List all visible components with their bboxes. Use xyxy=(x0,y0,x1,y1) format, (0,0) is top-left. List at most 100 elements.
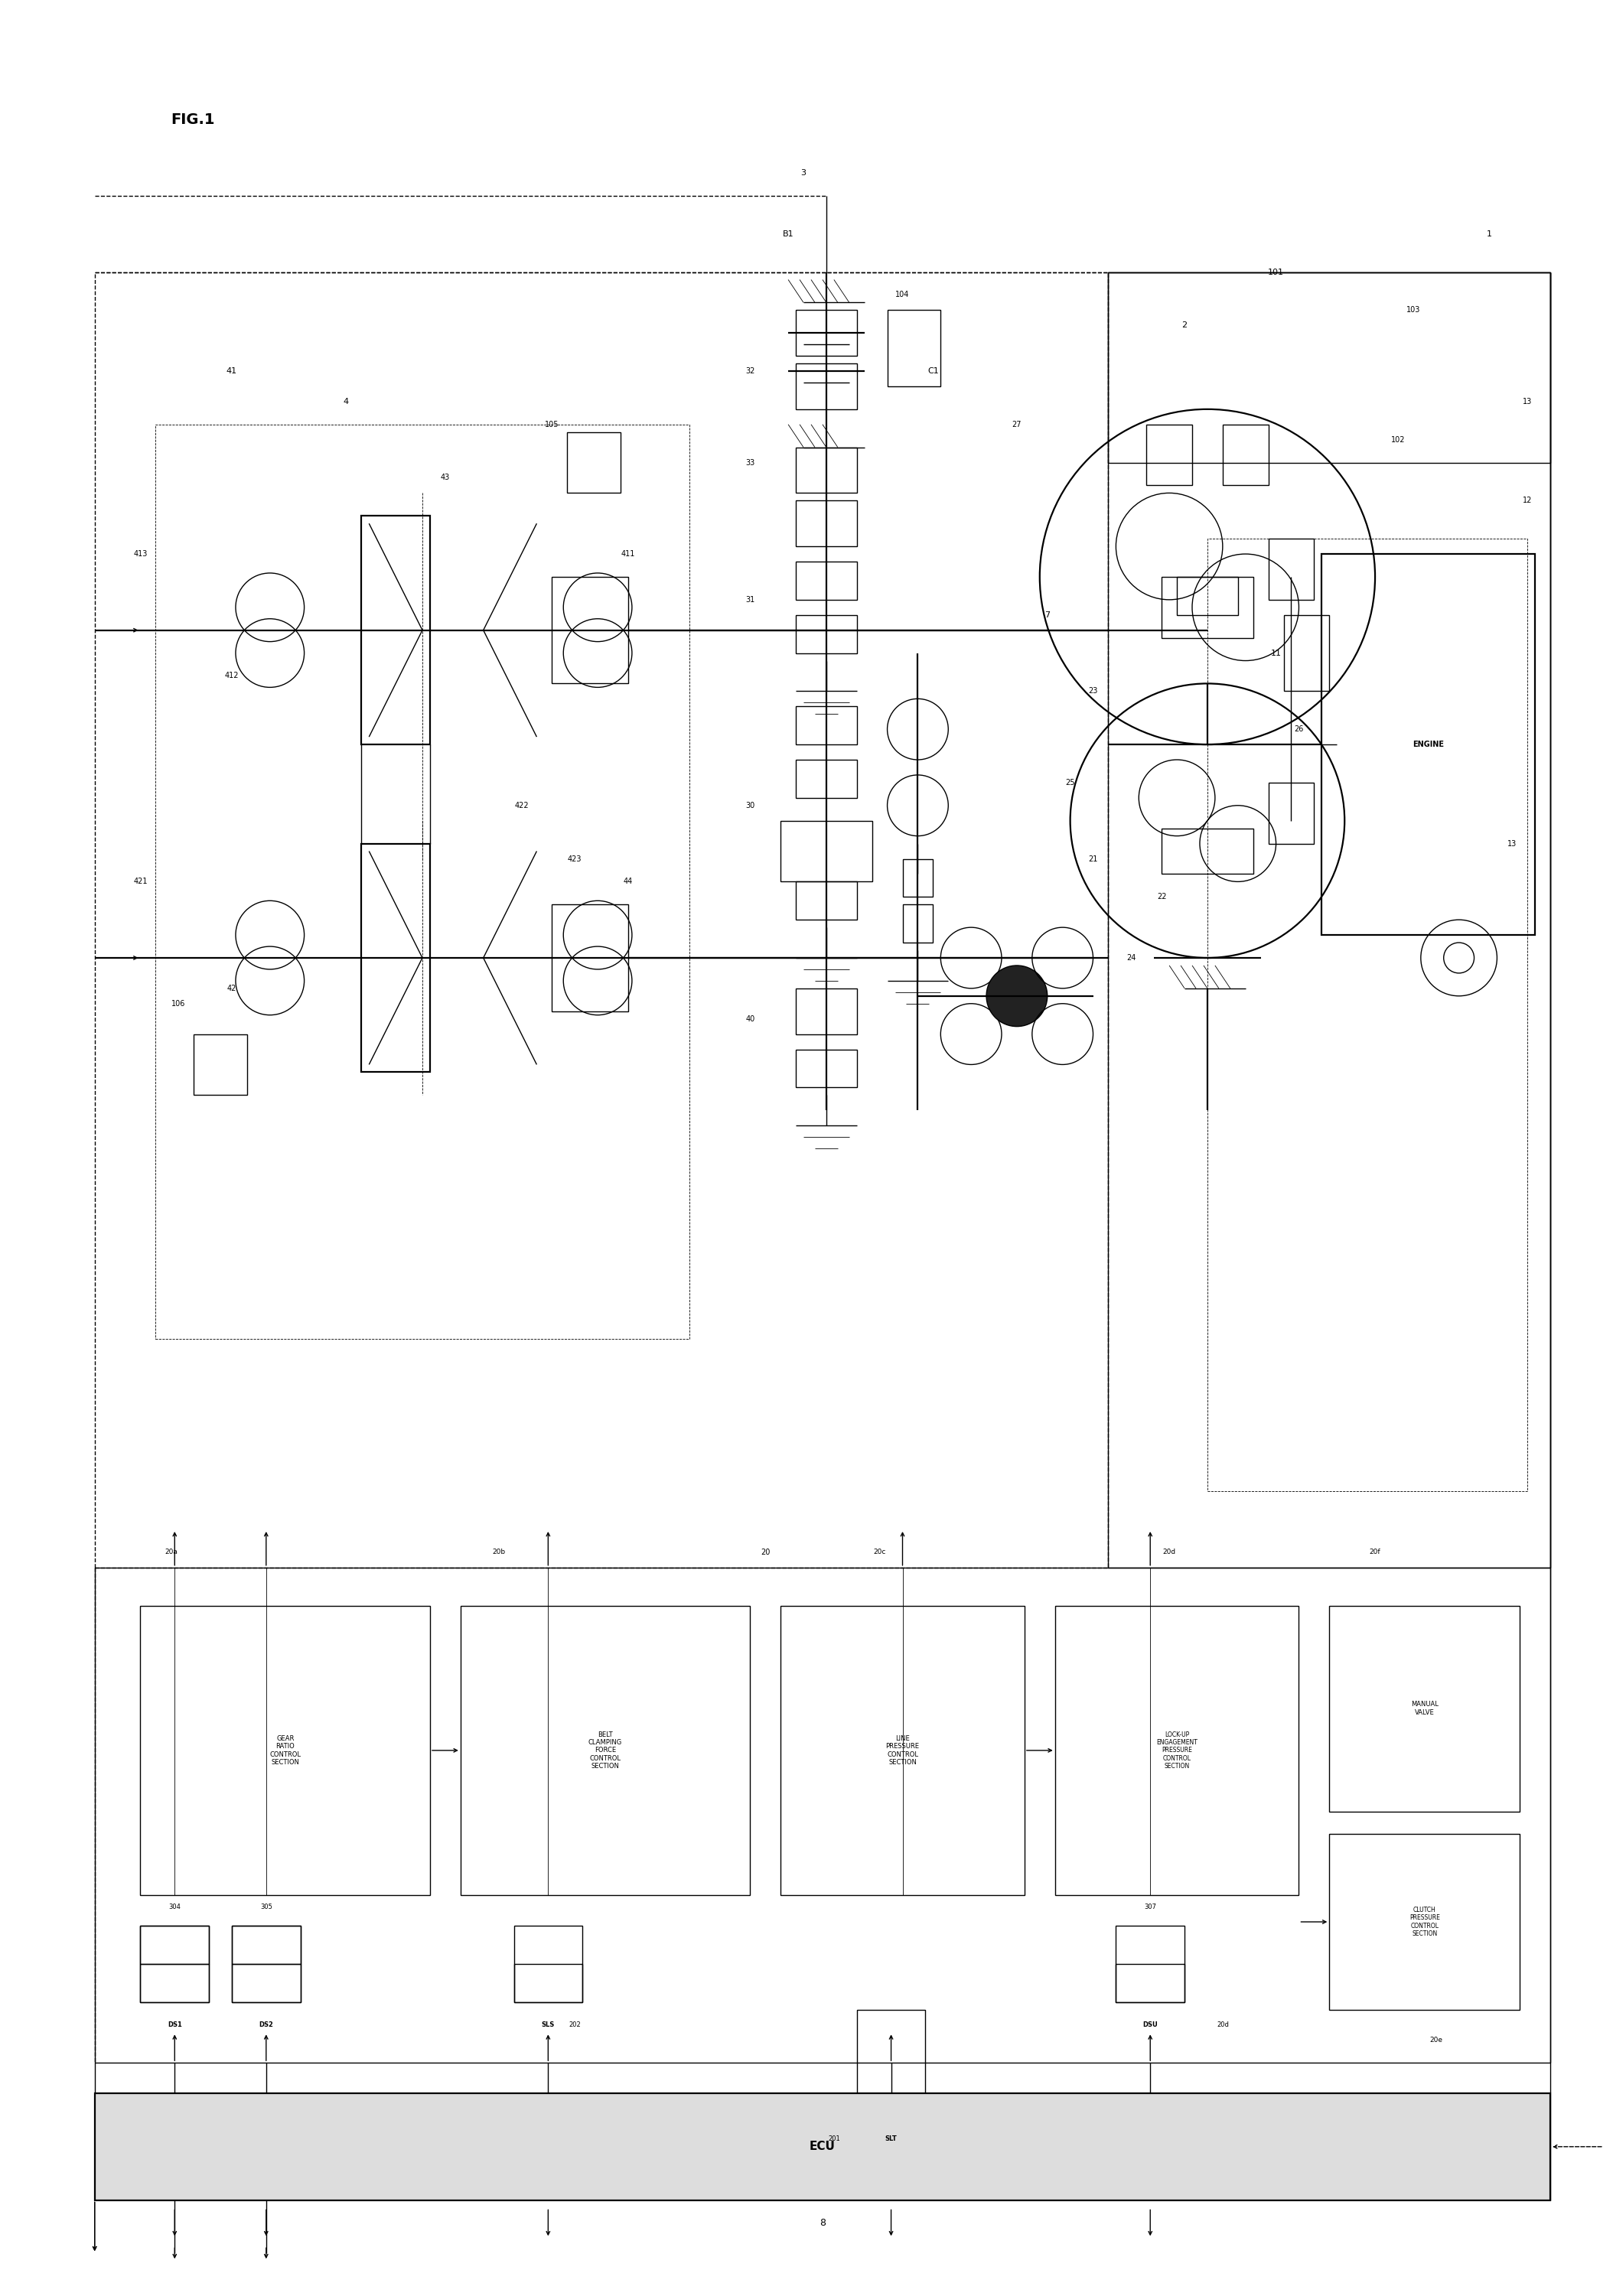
Text: 44: 44 xyxy=(624,877,632,886)
Bar xyxy=(1116,1963,1184,2002)
Bar xyxy=(155,425,689,1339)
Bar xyxy=(887,310,940,386)
Bar xyxy=(1268,783,1315,843)
Text: 25: 25 xyxy=(1066,778,1074,788)
Text: 8: 8 xyxy=(819,2218,826,2227)
Bar xyxy=(795,501,857,546)
Bar xyxy=(1329,1835,1519,2009)
Bar xyxy=(361,843,431,1072)
Bar xyxy=(194,1033,247,1095)
Bar xyxy=(1147,425,1192,484)
Text: 3: 3 xyxy=(800,170,806,177)
Bar xyxy=(903,859,932,898)
Bar xyxy=(1116,1926,1184,2002)
Bar xyxy=(795,615,857,652)
Text: 11: 11 xyxy=(1271,650,1281,657)
Text: SLS: SLS xyxy=(542,2020,555,2027)
Text: DSU: DSU xyxy=(1142,2020,1158,2027)
Text: 30: 30 xyxy=(745,801,755,808)
Text: 40: 40 xyxy=(745,1015,755,1022)
Bar xyxy=(795,563,857,599)
Bar xyxy=(1321,553,1536,934)
Bar xyxy=(140,1605,431,1894)
Text: 2: 2 xyxy=(1182,321,1187,328)
Bar xyxy=(95,271,1108,1568)
Bar xyxy=(552,576,627,684)
Text: 32: 32 xyxy=(745,367,755,374)
Text: 13: 13 xyxy=(1508,840,1516,847)
Bar xyxy=(781,820,873,882)
Text: 12: 12 xyxy=(1523,496,1532,505)
Bar xyxy=(140,1963,210,2002)
Text: 20: 20 xyxy=(761,1548,769,1557)
Bar xyxy=(795,1049,857,1088)
Bar xyxy=(232,1926,300,2002)
Text: 201: 201 xyxy=(827,2135,840,2142)
Bar xyxy=(361,517,431,744)
Bar xyxy=(1108,271,1550,461)
Bar xyxy=(795,760,857,797)
Bar xyxy=(857,2009,926,2108)
Bar xyxy=(460,1605,750,1894)
Text: SLT: SLT xyxy=(886,2135,897,2142)
Bar xyxy=(140,1926,210,1963)
Bar xyxy=(1161,576,1253,638)
Bar xyxy=(552,905,627,1010)
Text: 23: 23 xyxy=(1089,687,1098,696)
Text: 20c: 20c xyxy=(873,1550,886,1557)
Text: LOCK-UP
ENGAGEMENT
PRESSURE
CONTROL
SECTION: LOCK-UP ENGAGEMENT PRESSURE CONTROL SECT… xyxy=(1157,1731,1197,1770)
Text: B1: B1 xyxy=(782,230,794,239)
Text: 411: 411 xyxy=(621,551,636,558)
Text: 101: 101 xyxy=(1268,269,1284,276)
Text: 13: 13 xyxy=(1523,397,1532,406)
Bar xyxy=(795,310,857,356)
Bar xyxy=(795,882,857,921)
Text: 104: 104 xyxy=(895,292,910,298)
Text: 26: 26 xyxy=(1294,726,1303,732)
Bar xyxy=(95,2094,1550,2200)
Text: LINE
PRESSURE
CONTROL
SECTION: LINE PRESSURE CONTROL SECTION xyxy=(886,1736,919,1766)
Text: DS1: DS1 xyxy=(168,2020,182,2027)
Text: 307: 307 xyxy=(1144,1903,1157,1910)
Text: 7: 7 xyxy=(1045,611,1050,618)
Text: 412: 412 xyxy=(224,673,239,680)
Text: ECU: ECU xyxy=(810,2140,836,2151)
Text: 20d: 20d xyxy=(1163,1550,1176,1557)
Text: 1: 1 xyxy=(1487,230,1492,239)
Bar xyxy=(1055,1605,1298,1894)
Bar xyxy=(795,448,857,494)
Bar xyxy=(1108,271,1550,1568)
Text: ENGINE: ENGINE xyxy=(1413,742,1444,748)
Text: 102: 102 xyxy=(1390,436,1405,443)
Text: 27: 27 xyxy=(1011,420,1021,429)
Text: 22: 22 xyxy=(1157,893,1166,900)
Text: 20a: 20a xyxy=(165,1550,177,1557)
Text: 20d: 20d xyxy=(1216,2020,1229,2027)
Text: BELT
CLAMPING
FORCE
CONTROL
SECTION: BELT CLAMPING FORCE CONTROL SECTION xyxy=(589,1731,623,1770)
Bar xyxy=(1208,540,1528,1492)
Text: CLUTCH
PRESSURE
CONTROL
SECTION: CLUTCH PRESSURE CONTROL SECTION xyxy=(1410,1906,1440,1938)
Bar xyxy=(1268,540,1315,599)
Text: 21: 21 xyxy=(1089,854,1098,863)
Text: 4: 4 xyxy=(344,397,348,406)
Text: 20e: 20e xyxy=(1429,2037,1442,2043)
Text: 20b: 20b xyxy=(492,1550,505,1557)
Bar xyxy=(795,363,857,409)
Text: 305: 305 xyxy=(260,1903,273,1910)
Text: GEAR
RATIO
CONTROL
SECTION: GEAR RATIO CONTROL SECTION xyxy=(269,1736,302,1766)
Bar xyxy=(515,1926,582,2002)
Bar xyxy=(95,1568,1550,2062)
Text: 421: 421 xyxy=(134,877,147,886)
Bar xyxy=(1329,1605,1519,1812)
Text: 422: 422 xyxy=(515,801,529,808)
Bar xyxy=(1177,576,1237,615)
Bar xyxy=(1161,829,1253,875)
Text: 43: 43 xyxy=(440,473,450,482)
Text: C1: C1 xyxy=(927,367,939,374)
Bar xyxy=(232,1963,300,2002)
Circle shape xyxy=(987,967,1047,1026)
Bar xyxy=(781,1605,1024,1894)
Text: 31: 31 xyxy=(745,597,755,604)
Bar xyxy=(568,432,621,494)
Bar xyxy=(1223,425,1268,484)
